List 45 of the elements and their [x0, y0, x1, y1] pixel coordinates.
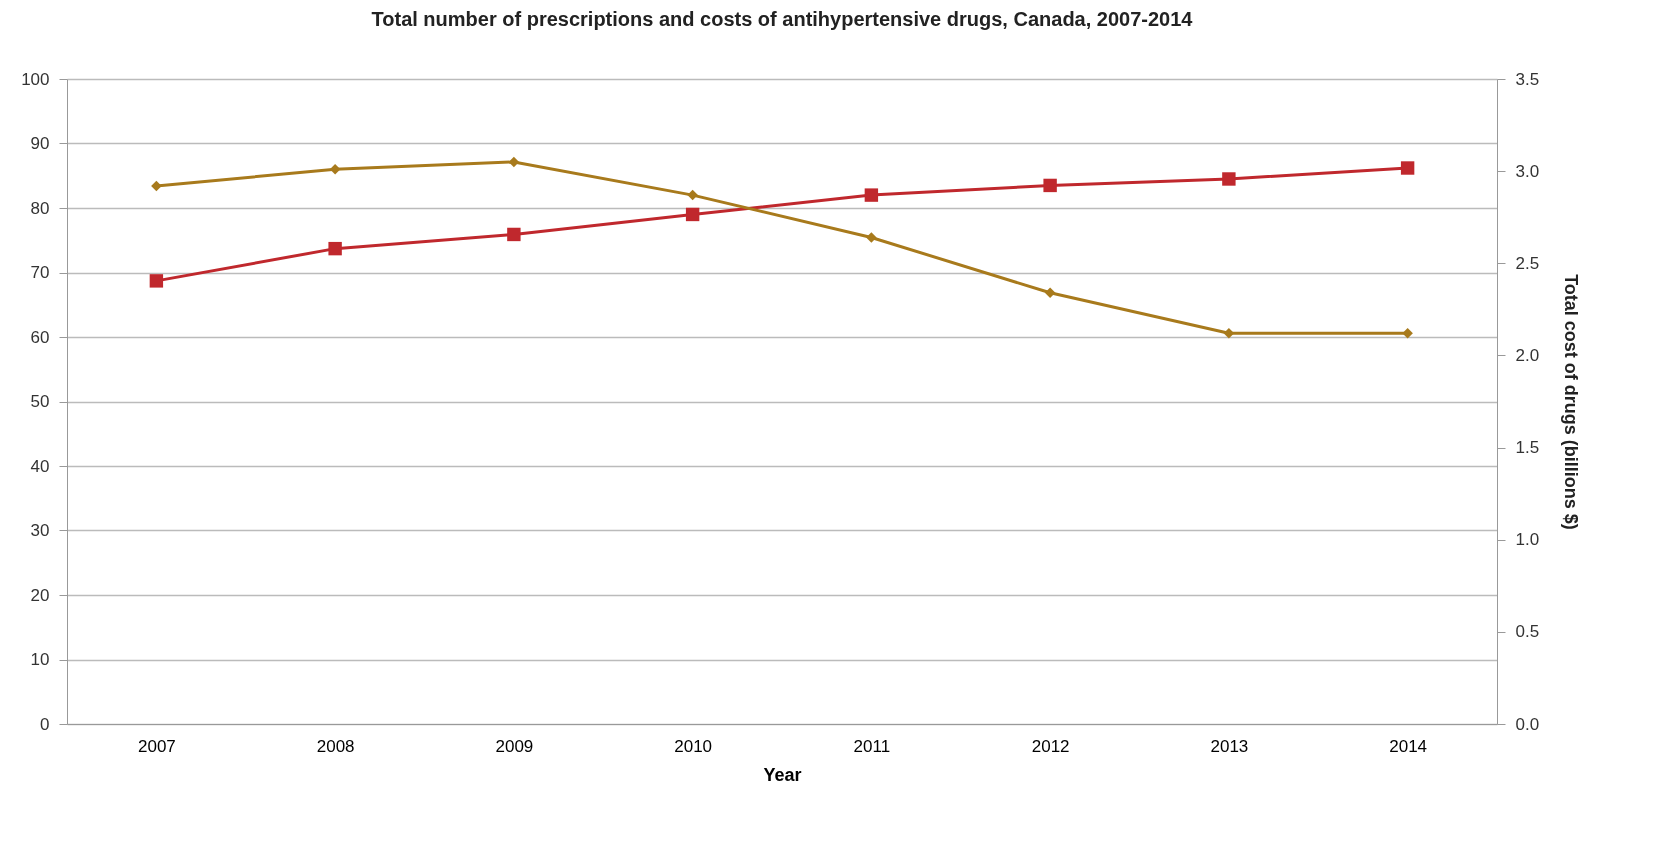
point [864, 188, 879, 202]
y-tick-label: 90 [30, 134, 50, 153]
point [866, 232, 877, 243]
y-tick-label: 10 [30, 650, 50, 669]
y2-axis-title: Total cost of drugs (billions $) [1561, 274, 1582, 530]
x-tick-label: 2014 [1389, 736, 1428, 756]
y2-tick-label: 2.5 [1515, 253, 1540, 273]
point [1400, 161, 1415, 175]
point [329, 164, 341, 175]
point [508, 156, 520, 168]
x-tick-label: 2007 [137, 736, 176, 756]
point [685, 207, 700, 222]
point [1043, 178, 1057, 193]
y-tick-label: 100 [21, 69, 50, 89]
y-tick-label: 30 [30, 521, 50, 540]
point [687, 189, 698, 201]
point [1044, 287, 1056, 299]
y2-tick-label: 3.0 [1515, 161, 1540, 181]
x-tick-label: 2010 [674, 736, 713, 756]
x-tick-label: 2012 [1031, 736, 1070, 756]
point [1222, 172, 1236, 186]
y-tick-label: 70 [30, 263, 50, 282]
chart-title: Total number of prescriptions and costs of antihypertensive drugs, Canada, 2007-2014 [371, 8, 1194, 30]
y-tick-label: 0 [40, 714, 50, 734]
point [151, 180, 162, 192]
x-axis-title: Year [763, 764, 802, 785]
point [149, 274, 164, 288]
x-tick-label: 2009 [495, 736, 534, 756]
y-tick-label: 80 [30, 198, 50, 218]
point [328, 241, 342, 256]
x-tick-label: 2008 [316, 736, 355, 756]
y2-tick-label: 1.5 [1515, 438, 1540, 458]
point [507, 227, 521, 242]
x-tick-label: 2013 [1210, 736, 1249, 756]
y-tick-label: 60 [30, 327, 50, 347]
y2-tick-label: 0.0 [1515, 714, 1540, 734]
y2-tick-label: 1.0 [1515, 530, 1540, 550]
y-tick-label: 20 [30, 585, 50, 605]
x-tick-label: 2011 [853, 736, 891, 756]
y2-tick-label: 2.0 [1515, 345, 1540, 365]
y-tick-label: 50 [30, 392, 50, 411]
point [1402, 328, 1413, 339]
y2-tick-label: 3.5 [1515, 69, 1540, 89]
y-tick-label: 40 [30, 456, 50, 476]
y2-tick-label: 0.5 [1515, 622, 1540, 642]
